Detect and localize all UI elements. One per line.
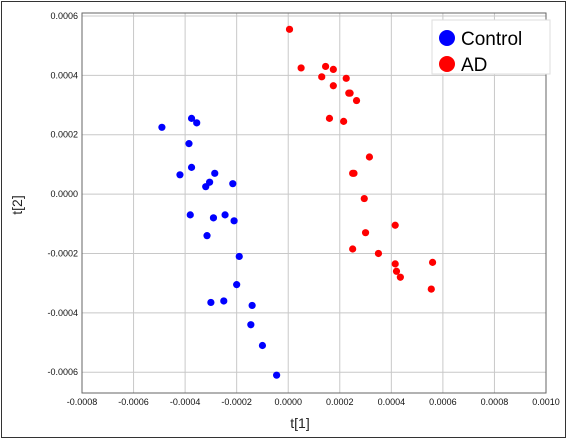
point-ad	[392, 267, 401, 275]
data-points	[158, 25, 437, 379]
point-control	[185, 140, 193, 148]
point-ad	[391, 260, 399, 268]
x-tick-label: -0.0004	[170, 397, 201, 407]
point-control	[158, 123, 166, 131]
point-control	[247, 321, 255, 329]
point-ad	[322, 62, 330, 71]
legend-marker-ad	[439, 56, 455, 72]
x-tick-label: 0.0010	[532, 397, 560, 407]
point-control	[176, 171, 184, 179]
y-tick-label: 0.0004	[50, 70, 78, 80]
x-tick-label: 0.0006	[429, 397, 457, 407]
point-ad	[346, 89, 354, 97]
x-tick-label: 0.0002	[326, 397, 354, 407]
x-axis: -0.0008 -0.0006 -0.0004 -0.0002 0.0000 0.0002…	[67, 397, 560, 407]
point-control	[229, 180, 237, 188]
x-tick-label: -0.0006	[118, 397, 149, 407]
legend: Control AD	[431, 19, 551, 76]
point-ad	[340, 117, 348, 125]
point-control	[187, 114, 196, 122]
point-ad	[360, 194, 368, 203]
point-control	[233, 281, 241, 289]
y-tick-label: -0.0002	[47, 248, 78, 258]
y-axis-label: t[2]	[9, 195, 25, 214]
x-tick-label: -0.0008	[67, 397, 98, 407]
point-ad	[361, 229, 370, 237]
legend-label-ad: AD	[461, 55, 487, 76]
point-control	[209, 214, 218, 222]
y-tick-label: -0.0006	[47, 367, 78, 377]
plot-area	[81, 12, 547, 394]
y-tick-label: 0.0006	[50, 11, 78, 21]
y-axis: -0.0006 -0.0004 -0.0002 0.0000 0.0002 0.0004 0…	[47, 11, 78, 377]
point-ad	[352, 96, 361, 105]
x-tick-label: 0.0004	[378, 397, 406, 407]
point-ad	[365, 153, 374, 161]
y-tick-label: -0.0004	[47, 308, 78, 318]
point-ad	[374, 249, 383, 258]
point-ad	[342, 74, 350, 82]
point-ad	[285, 25, 294, 33]
point-ad	[349, 169, 357, 177]
x-tick-label: 0.0008	[481, 397, 509, 407]
x-tick-label: -0.0002	[221, 397, 252, 407]
point-control	[206, 178, 214, 186]
x-axis-label: t[1]	[290, 415, 309, 431]
point-ad	[427, 285, 435, 293]
point-control	[187, 163, 196, 171]
point-ad	[318, 73, 326, 81]
point-ad	[396, 273, 404, 281]
point-control	[203, 232, 211, 240]
point-control	[258, 341, 267, 350]
point-control	[248, 301, 256, 310]
point-control	[235, 252, 243, 261]
point-control	[207, 298, 215, 307]
legend-marker-control	[439, 30, 455, 46]
point-control	[193, 119, 201, 127]
point-ad	[329, 82, 337, 90]
point-ad	[297, 64, 305, 72]
point-ad	[329, 65, 337, 74]
point-ad	[391, 221, 399, 229]
y-tick-label: 0.0002	[50, 130, 78, 140]
point-control	[273, 371, 281, 379]
point-ad	[428, 258, 437, 266]
point-control	[211, 169, 219, 177]
point-control	[186, 211, 194, 219]
point-ad	[349, 245, 357, 253]
y-tick-label: 0.0000	[50, 189, 78, 199]
point-control	[230, 217, 238, 225]
x-tick-label: 0.0000	[274, 397, 302, 407]
point-ad	[325, 114, 334, 122]
point-control	[221, 211, 229, 219]
point-control	[220, 297, 228, 305]
legend-label-control: Control	[461, 29, 522, 50]
